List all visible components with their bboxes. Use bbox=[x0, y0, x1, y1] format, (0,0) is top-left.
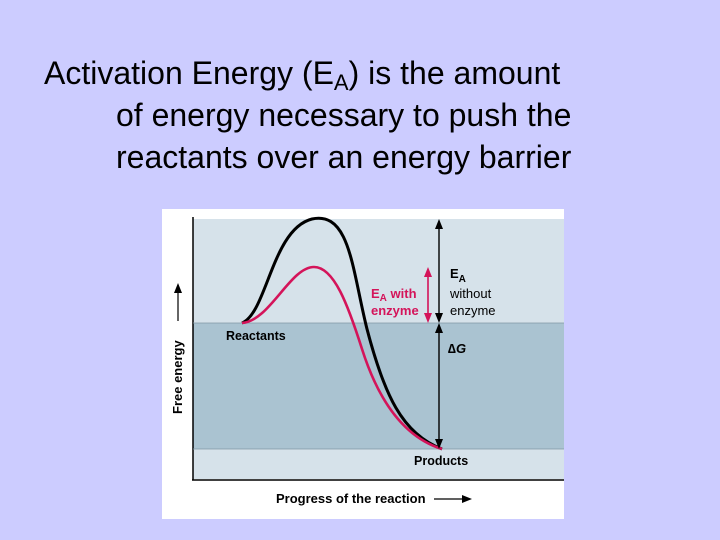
ea-without-enzyme-arrow-up-icon bbox=[435, 219, 443, 229]
title-line-1: Activation Energy (EA) is the amount bbox=[44, 55, 561, 95]
lower-panel bbox=[193, 449, 564, 479]
curve-without-enzyme bbox=[241, 216, 443, 451]
ea-without-enzyme-label-line1: EA bbox=[450, 266, 466, 285]
delta-g-label: ∆G bbox=[448, 341, 466, 356]
delta-g-arrow-down-icon bbox=[435, 439, 443, 449]
products-label: Products bbox=[414, 454, 468, 468]
ea-without-enzyme-label-line2: without bbox=[449, 286, 492, 301]
ea-without-enzyme-arrow-down-icon bbox=[435, 313, 443, 323]
reactants-label: Reactants bbox=[226, 329, 286, 343]
ea-with-enzyme-label-line1: EA with bbox=[371, 286, 417, 304]
ea-without-enzyme-label-line3: enzyme bbox=[450, 303, 496, 318]
delta-g-arrow-up-icon bbox=[435, 323, 443, 333]
activation-energy-diagram: Free energy Progress of the reaction Rea… bbox=[162, 209, 564, 519]
y-axis-arrow-icon bbox=[174, 283, 182, 293]
upper-panel bbox=[193, 219, 564, 323]
x-axis-arrow-icon bbox=[462, 495, 472, 503]
ea-with-enzyme-arrow-up-icon bbox=[424, 267, 432, 277]
title-line-3: reactants over an energy barrier bbox=[116, 139, 572, 175]
energy-diagram-svg: Free energy Progress of the reaction Rea… bbox=[162, 209, 564, 519]
ea-with-enzyme-arrow-down-icon bbox=[424, 313, 432, 323]
ea-with-enzyme-label-line2: enzyme bbox=[371, 303, 419, 318]
x-axis-label: Progress of the reaction bbox=[276, 491, 426, 506]
title-line-2: of energy necessary to push the bbox=[116, 97, 572, 133]
curve-with-enzyme bbox=[241, 265, 443, 451]
y-axis-label: Free energy bbox=[170, 340, 185, 414]
delta-g-panel bbox=[193, 323, 564, 449]
